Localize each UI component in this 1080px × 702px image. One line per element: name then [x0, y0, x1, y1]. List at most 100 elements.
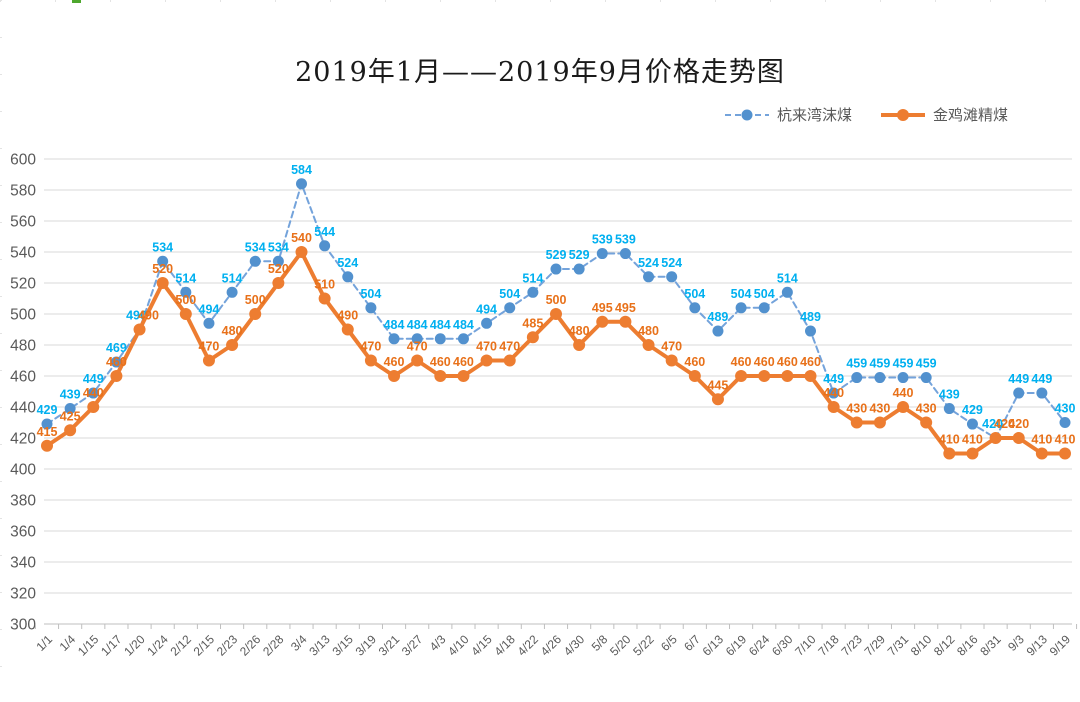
svg-text:3/21: 3/21 [376, 632, 403, 659]
svg-text:480: 480 [569, 324, 590, 338]
svg-text:1/4: 1/4 [57, 632, 79, 654]
svg-text:539: 539 [615, 233, 636, 247]
svg-text:520: 520 [268, 262, 289, 276]
svg-text:460: 460 [430, 355, 451, 369]
svg-text:560: 560 [10, 214, 36, 231]
svg-text:470: 470 [407, 340, 428, 354]
svg-text:2/26: 2/26 [237, 632, 264, 659]
svg-text:8/12: 8/12 [931, 632, 958, 659]
svg-text:529: 529 [569, 248, 590, 262]
legend: 杭来湾沫煤 金鸡滩精煤 [0, 104, 1008, 125]
svg-text:540: 540 [291, 231, 312, 245]
svg-text:510: 510 [314, 278, 335, 292]
svg-text:470: 470 [661, 340, 682, 354]
svg-text:5/22: 5/22 [630, 632, 657, 659]
svg-text:484: 484 [407, 318, 428, 332]
chart-title[interactable]: 2019年1月——2019年9月价格走势图 [295, 57, 785, 88]
svg-text:584: 584 [291, 163, 312, 177]
svg-text:445: 445 [708, 378, 729, 392]
svg-text:2/28: 2/28 [260, 632, 287, 659]
svg-text:5/20: 5/20 [607, 632, 634, 659]
series-jinjitan-labels: 4154254404604905205004704805005205405104… [37, 231, 1076, 447]
legend-item-jinjitan[interactable]: 金鸡滩精煤 [880, 104, 1008, 125]
svg-text:500: 500 [10, 307, 36, 324]
svg-text:6/13: 6/13 [700, 632, 727, 659]
svg-text:4/3: 4/3 [427, 632, 449, 654]
y-axis-labels: 300 320 340 360 380 400 420 440 460 480 500 520 540 5… [10, 152, 36, 634]
svg-text:495: 495 [592, 301, 613, 315]
svg-text:470: 470 [476, 340, 497, 354]
svg-text:425: 425 [60, 409, 81, 423]
svg-text:470: 470 [499, 340, 520, 354]
svg-text:460: 460 [754, 355, 775, 369]
svg-text:420: 420 [10, 431, 36, 448]
svg-text:504: 504 [499, 287, 520, 301]
svg-text:490: 490 [337, 309, 358, 323]
svg-text:1/20: 1/20 [121, 632, 148, 659]
svg-text:300: 300 [10, 617, 36, 634]
svg-text:4/22: 4/22 [515, 632, 542, 659]
svg-text:504: 504 [731, 287, 752, 301]
svg-text:3/4: 3/4 [288, 632, 310, 654]
svg-text:539: 539 [592, 233, 613, 247]
svg-text:460: 460 [453, 355, 474, 369]
svg-text:410: 410 [962, 433, 983, 447]
svg-text:430: 430 [1055, 402, 1076, 416]
svg-text:520: 520 [152, 262, 173, 276]
svg-text:7/31: 7/31 [885, 632, 912, 659]
legend-item-hanglaiwan[interactable]: 杭来湾沫煤 [724, 104, 852, 125]
svg-text:439: 439 [939, 388, 960, 402]
gridlines [44, 158, 1072, 625]
svg-text:4/10: 4/10 [445, 632, 472, 659]
svg-text:514: 514 [222, 271, 243, 285]
svg-text:489: 489 [800, 310, 821, 324]
svg-text:410: 410 [1055, 433, 1076, 447]
svg-text:3/19: 3/19 [353, 632, 380, 659]
svg-text:2/15: 2/15 [191, 632, 218, 659]
svg-text:4/26: 4/26 [538, 632, 565, 659]
svg-text:3/27: 3/27 [399, 632, 426, 659]
svg-text:460: 460 [106, 355, 127, 369]
svg-text:1/1: 1/1 [33, 632, 55, 654]
svg-text:440: 440 [893, 386, 914, 400]
spreadsheet-cell-remnant-green [72, 0, 81, 3]
svg-text:410: 410 [939, 433, 960, 447]
svg-text:1/15: 1/15 [75, 632, 102, 659]
svg-text:430: 430 [916, 402, 937, 416]
svg-text:470: 470 [199, 340, 220, 354]
svg-text:524: 524 [337, 256, 358, 270]
svg-text:460: 460 [684, 355, 705, 369]
svg-text:4/15: 4/15 [468, 632, 495, 659]
svg-text:449: 449 [1031, 372, 1052, 386]
svg-text:6/19: 6/19 [723, 632, 750, 659]
svg-text:4/30: 4/30 [561, 632, 588, 659]
svg-text:484: 484 [430, 318, 451, 332]
series-hanglaiwan [41, 178, 1071, 444]
svg-text:459: 459 [846, 357, 867, 371]
svg-text:410: 410 [1031, 433, 1052, 447]
x-axis-labels: 1/1 1/41/151/171/201/242/122/152/232/262/… [33, 632, 1073, 659]
svg-text:495: 495 [615, 301, 636, 315]
svg-text:7/23: 7/23 [838, 632, 865, 659]
svg-text:430: 430 [846, 402, 867, 416]
svg-text:470: 470 [360, 340, 381, 354]
svg-text:460: 460 [777, 355, 798, 369]
svg-text:459: 459 [916, 357, 937, 371]
legend-label-hanglaiwan: 杭来湾沫煤 [776, 107, 852, 124]
svg-text:2/12: 2/12 [168, 632, 195, 659]
svg-text:484: 484 [384, 318, 405, 332]
svg-text:415: 415 [37, 425, 58, 439]
svg-text:534: 534 [268, 240, 289, 254]
svg-text:420: 420 [1008, 417, 1029, 431]
svg-text:4/18: 4/18 [491, 632, 518, 659]
legend-marker-dashed-line-dot-icon [724, 109, 769, 120]
svg-text:534: 534 [152, 240, 173, 254]
svg-text:440: 440 [823, 386, 844, 400]
svg-text:489: 489 [708, 310, 729, 324]
svg-text:520: 520 [10, 276, 36, 293]
svg-text:469: 469 [106, 341, 127, 355]
svg-text:480: 480 [638, 324, 659, 338]
svg-text:429: 429 [37, 403, 58, 417]
